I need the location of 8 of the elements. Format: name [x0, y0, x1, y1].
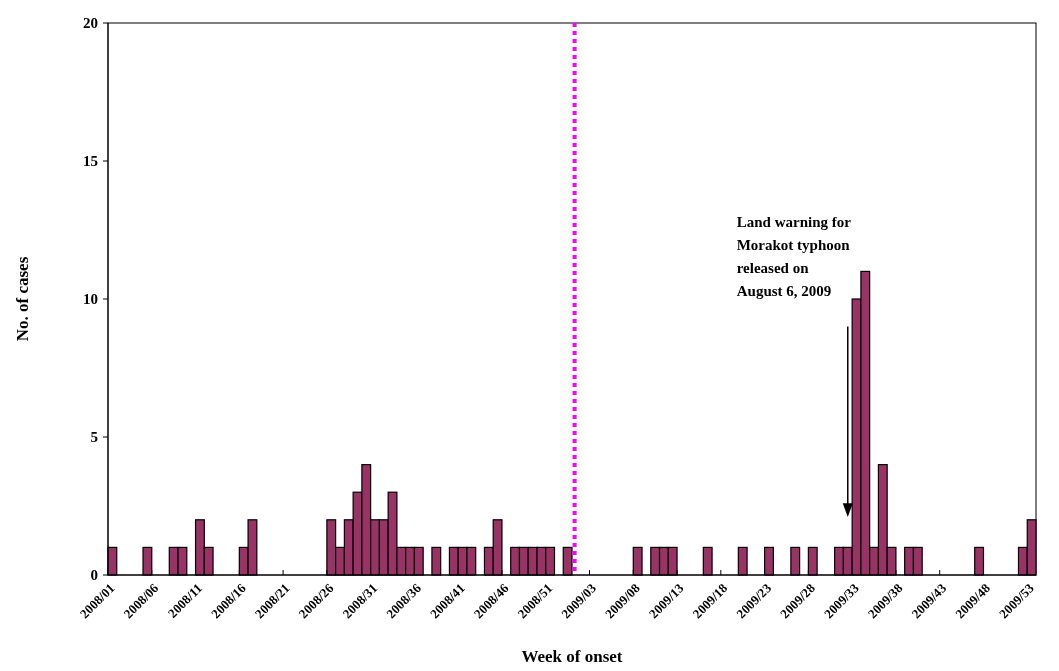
y-tick-label: 5: [90, 429, 98, 446]
annotation: Land warning for Morakot typhoon released on August 6, 2009: [736, 214, 852, 300]
x-axis-title: Week of onset: [521, 647, 623, 666]
y-tick-label: 0: [90, 567, 98, 584]
y-tick-label: 15: [83, 153, 98, 170]
y-axis-title: No. of cases: [13, 256, 32, 342]
y-tick-label: 20: [83, 15, 98, 32]
y-tick-label: 10: [83, 291, 98, 308]
